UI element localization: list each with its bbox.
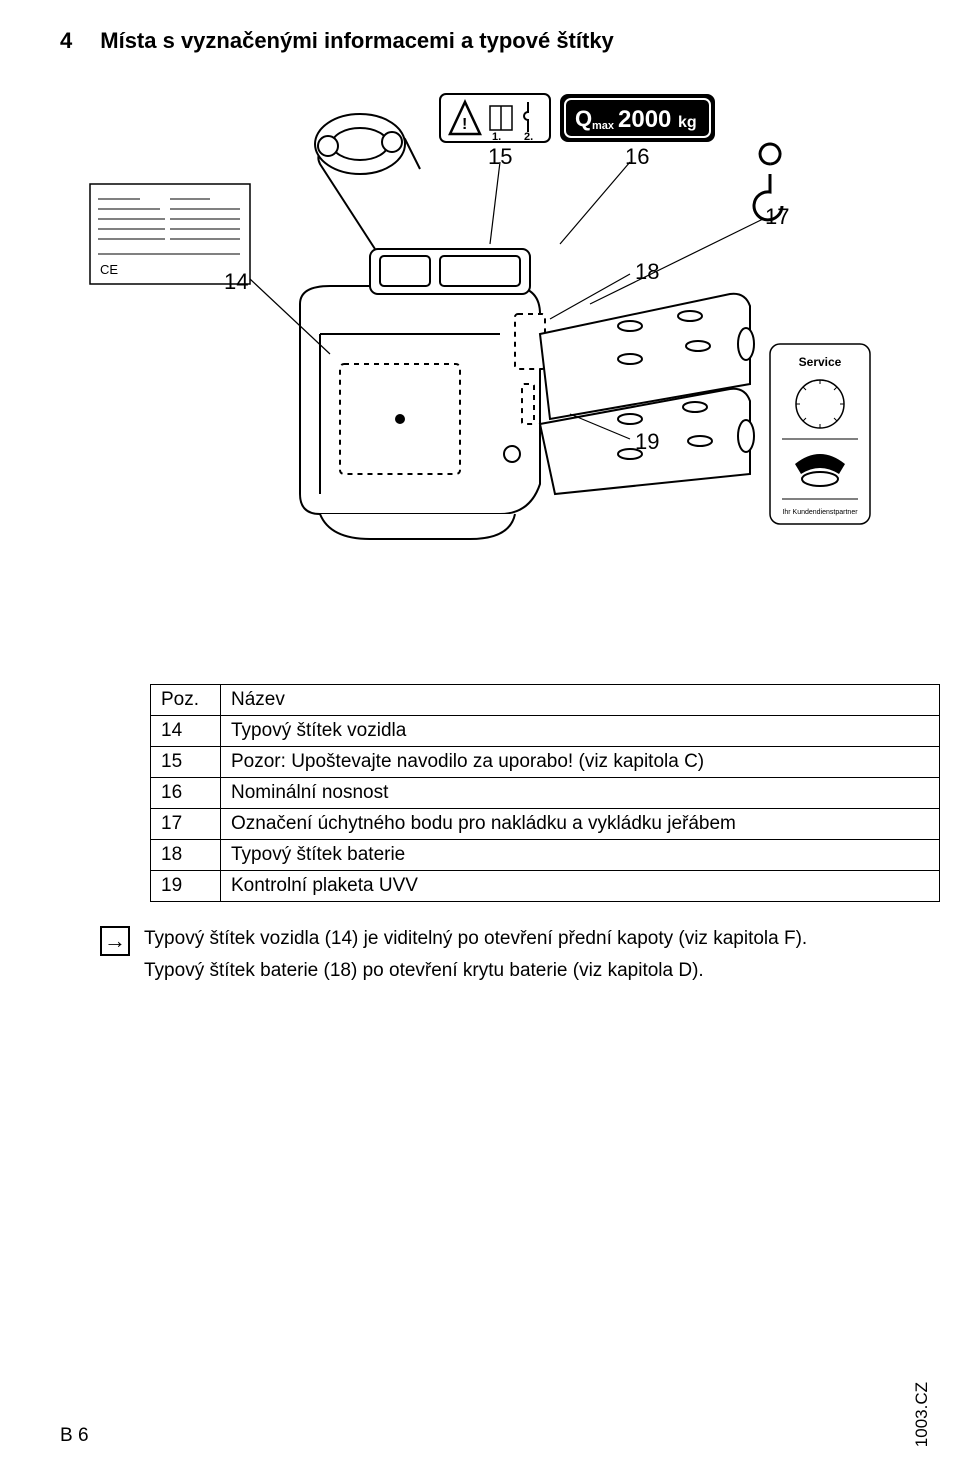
warning-step-1: 1. (492, 131, 501, 143)
cell-pos: 14 (151, 716, 221, 747)
labels-table: Poz. Název 14 Typový štítek vozidla 15 P… (150, 684, 940, 902)
cell-pos: 19 (151, 871, 221, 902)
cell-name: Nominální nosnost (221, 778, 940, 809)
section-heading: 4 Místa s vyznačenými informacemi a typo… (60, 28, 900, 54)
callout-19: 19 (635, 429, 659, 454)
callout-17: 17 (765, 204, 789, 229)
table-row: 18 Typový štítek baterie (151, 840, 940, 871)
note-block: → Typový štítek vozidla (14) je viditeln… (100, 926, 870, 989)
table-row: 19 Kontrolní plaketa UVV (151, 871, 940, 902)
svg-text:Ihr Kundendienstpartner: Ihr Kundendienstpartner (782, 509, 858, 516)
cell-pos: 15 (151, 747, 221, 778)
table-row: 15 Pozor: Upoštevajte navodilo za uporab… (151, 747, 940, 778)
note-line-1: Typový štítek vozidla (14) je viditelný … (144, 926, 807, 952)
heading-title: Místa s vyznačenými informacemi a typové… (100, 28, 614, 54)
callout-14: 14 (224, 269, 248, 294)
pallet-truck-icon (300, 114, 754, 539)
cell-pos: 18 (151, 840, 221, 871)
svg-text:2000: 2000 (618, 106, 671, 133)
callout-15: 15 (488, 144, 512, 169)
cell-pos: 17 (151, 809, 221, 840)
heading-number: 4 (60, 28, 72, 54)
cell-name: Kontrolní plaketa UVV (221, 871, 940, 902)
cell-name: Typový štítek vozidla (221, 716, 940, 747)
note-arrow-icon: → (100, 926, 130, 956)
callout-16: 16 (625, 144, 649, 169)
table-row: 16 Nominální nosnost (151, 778, 940, 809)
table-header-name: Název (221, 685, 940, 716)
page: 4 Místa s vyznačenými informacemi a typo… (0, 0, 960, 1477)
load-capacity-badge: Q max 2000 kg (560, 94, 715, 142)
svg-text:kg: kg (678, 114, 697, 131)
cell-name: Pozor: Upoštevajte navodilo za uporabo! … (221, 747, 940, 778)
callout-18: 18 (635, 259, 659, 284)
note-text: Typový štítek vozidla (14) je viditelný … (144, 926, 807, 989)
warning-step-2: 2. (524, 131, 533, 143)
warning-sign-icon: ! 1. 2. (440, 94, 550, 143)
svg-text:max: max (592, 120, 615, 132)
service-label-icon: Service Ihr Kundendienstpartner (770, 344, 870, 524)
cell-pos: 16 (151, 778, 221, 809)
page-footer-left: B 6 (60, 1425, 89, 1447)
cell-name: Označení úchytného bodu pro nakládku a v… (221, 809, 940, 840)
svg-text:!: ! (462, 116, 467, 133)
pallet-truck-diagram: CE ! 1. 2. Q max 2000 kg (70, 74, 890, 634)
svg-text:Q: Q (575, 106, 592, 131)
note-line-2: Typový štítek baterie (18) po otevření k… (144, 958, 807, 984)
page-footer-right: 1003.CZ (912, 1382, 932, 1447)
figure-diagram: CE ! 1. 2. Q max 2000 kg (70, 74, 890, 634)
svg-text:Service: Service (799, 355, 842, 369)
table-row: 17 Označení úchytného bodu pro nakládku … (151, 809, 940, 840)
svg-text:CE: CE (100, 262, 118, 277)
table-header-pos: Poz. (151, 685, 221, 716)
cell-name: Typový štítek baterie (221, 840, 940, 871)
table-row: 14 Typový štítek vozidla (151, 716, 940, 747)
